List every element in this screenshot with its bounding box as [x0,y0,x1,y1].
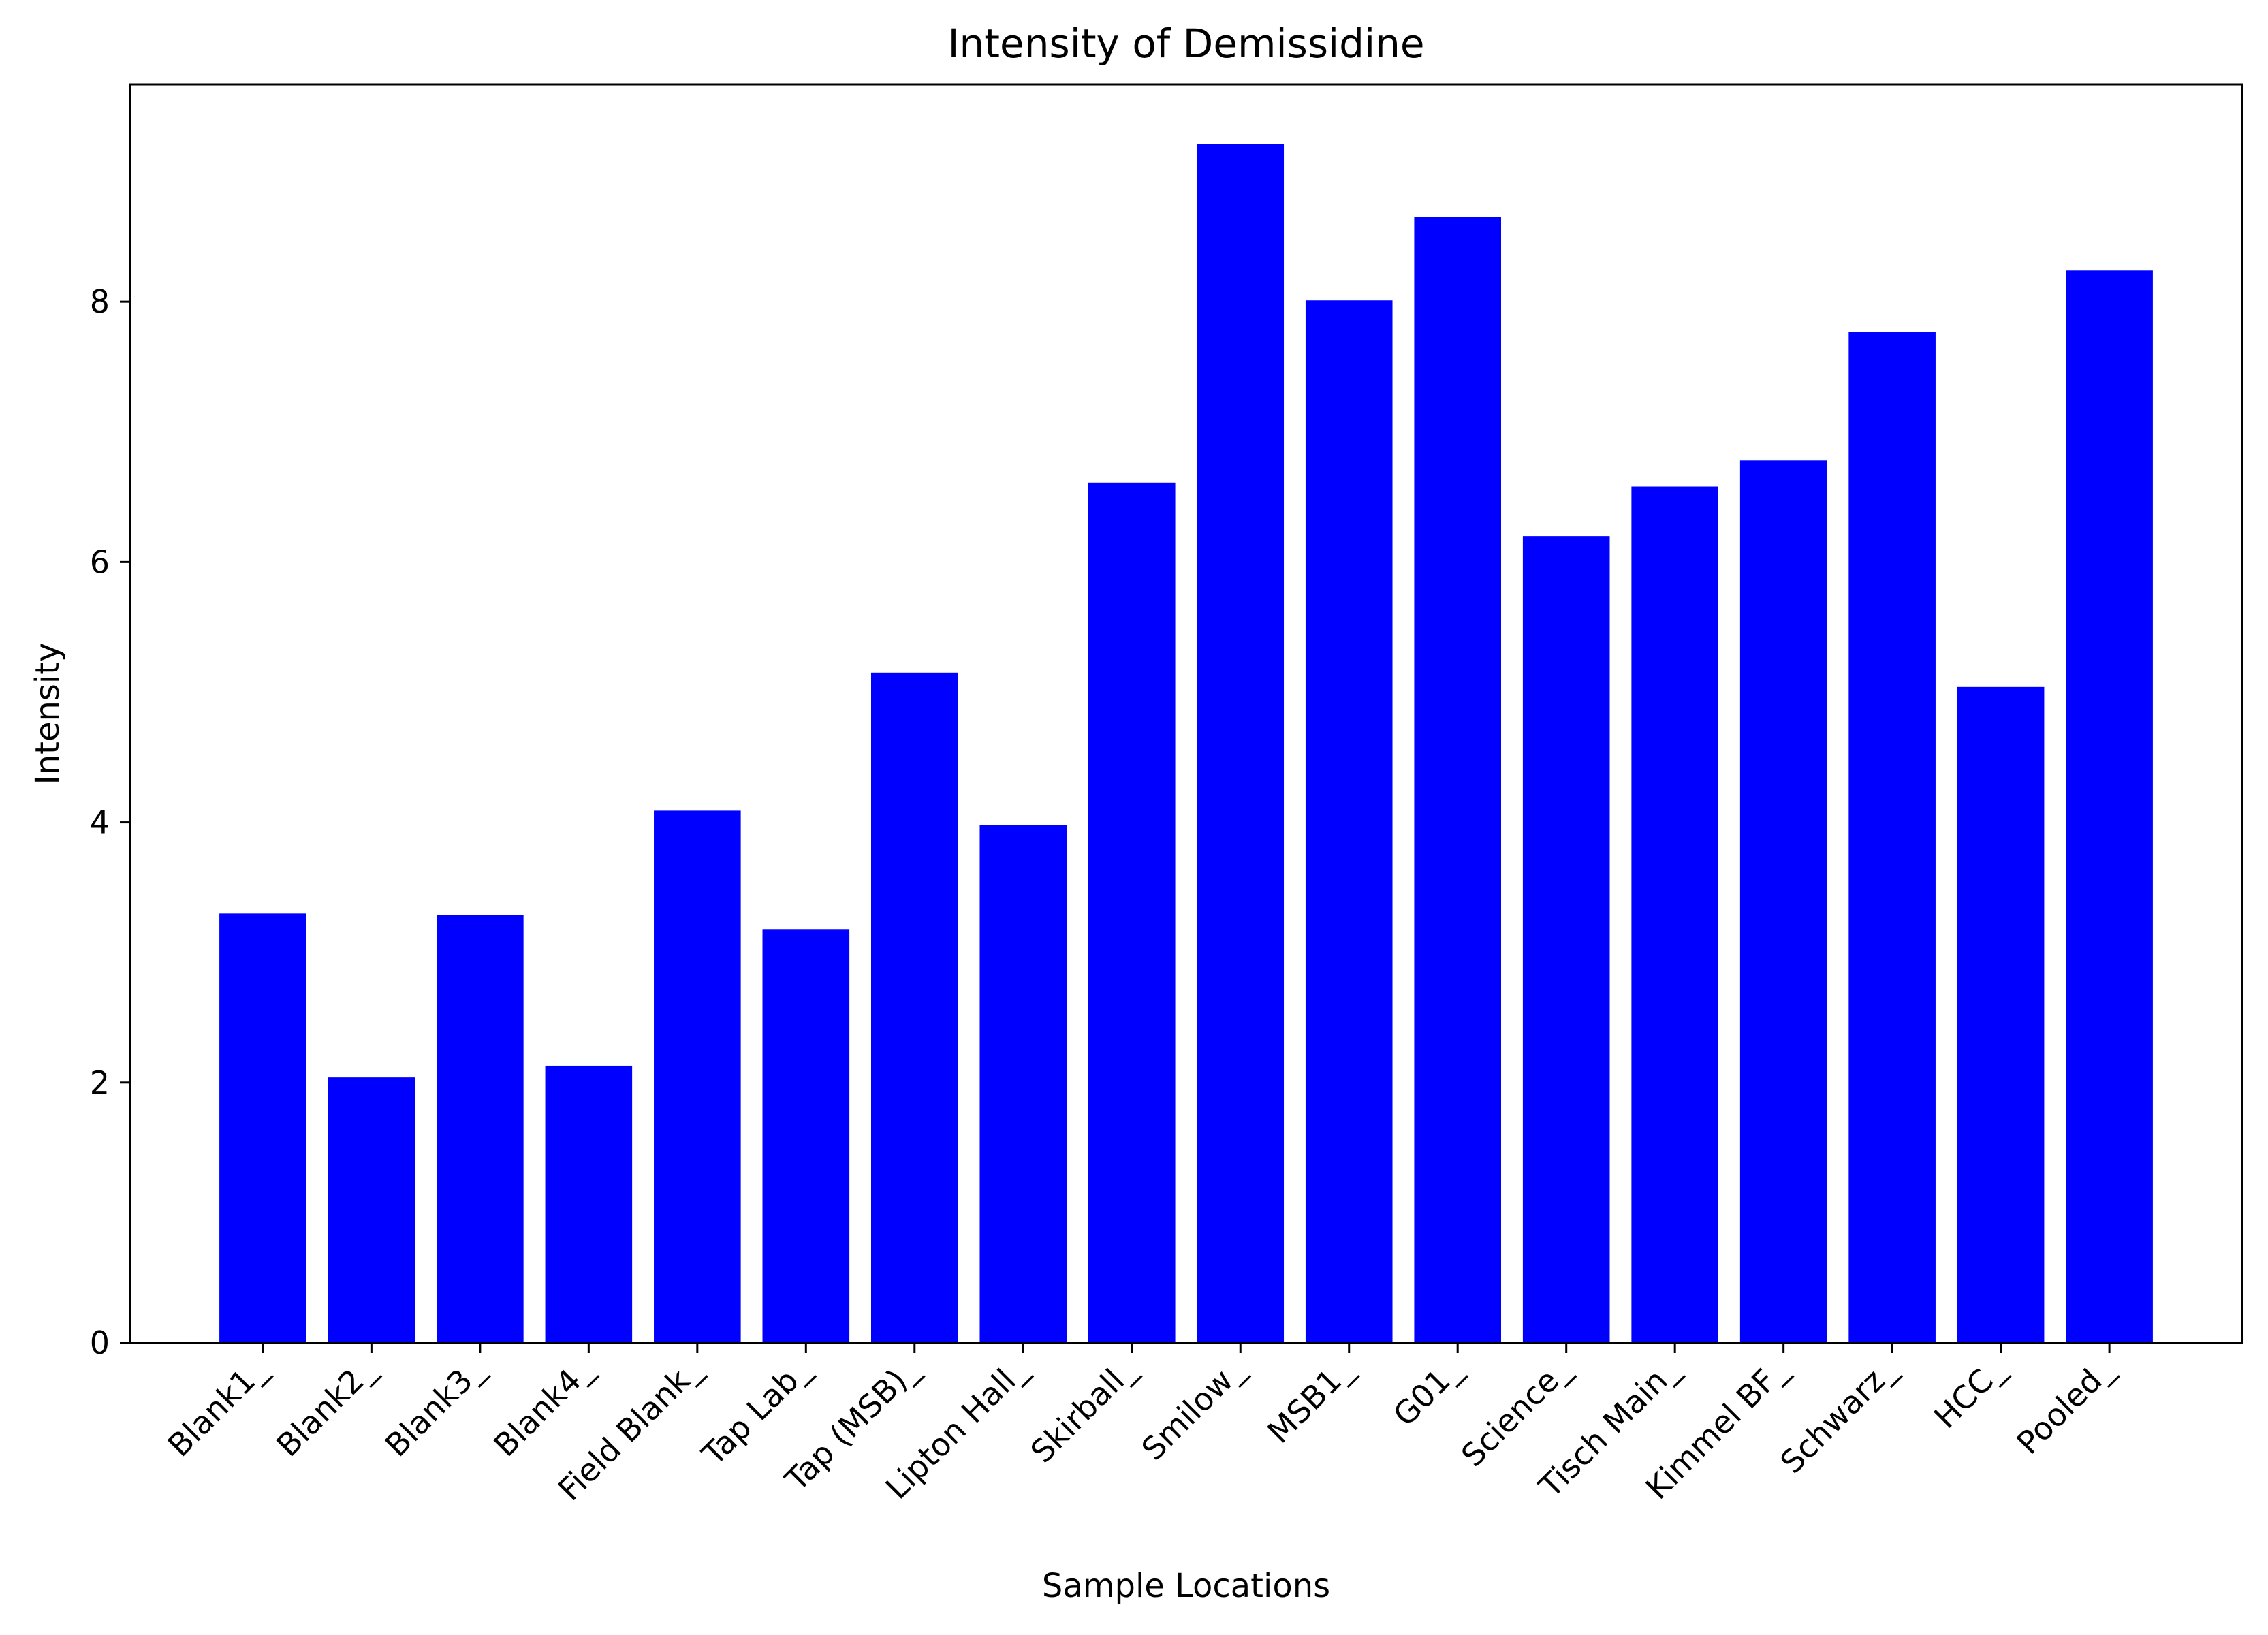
y-tick-label: 2 [90,1064,110,1101]
bar-17 [1957,686,2045,1343]
chart-title: Intensity of Demissidine [947,20,1424,67]
y-axis-label: Intensity [29,643,67,785]
bar-16 [1848,332,1936,1343]
y-tick-label: 4 [90,804,110,841]
bar-9 [1088,482,1176,1344]
bar-3 [437,915,524,1343]
bar-7 [870,672,958,1343]
y-axis: 0 2 4 6 8 [90,283,130,1361]
bar-15 [1739,460,1827,1343]
bar-12 [1414,217,1502,1343]
bar-2 [328,1077,415,1343]
bar-5 [654,810,741,1343]
bar-10 [1197,144,1285,1344]
x-axis-label: Sample Locations [1042,1567,1330,1605]
bar-11 [1305,300,1393,1343]
bar-18 [2066,270,2153,1343]
y-tick-label: 0 [90,1324,110,1361]
bar-1 [219,913,306,1343]
bar-13 [1522,536,1610,1343]
bar-4 [545,1065,633,1343]
bar-6 [762,929,850,1343]
bars-group [219,144,2153,1344]
y-tick-label: 8 [90,283,110,320]
bar-14 [1631,486,1718,1344]
plot-frame [129,83,2243,1344]
bar-8 [979,825,1067,1343]
y-tick-label: 6 [90,543,110,580]
